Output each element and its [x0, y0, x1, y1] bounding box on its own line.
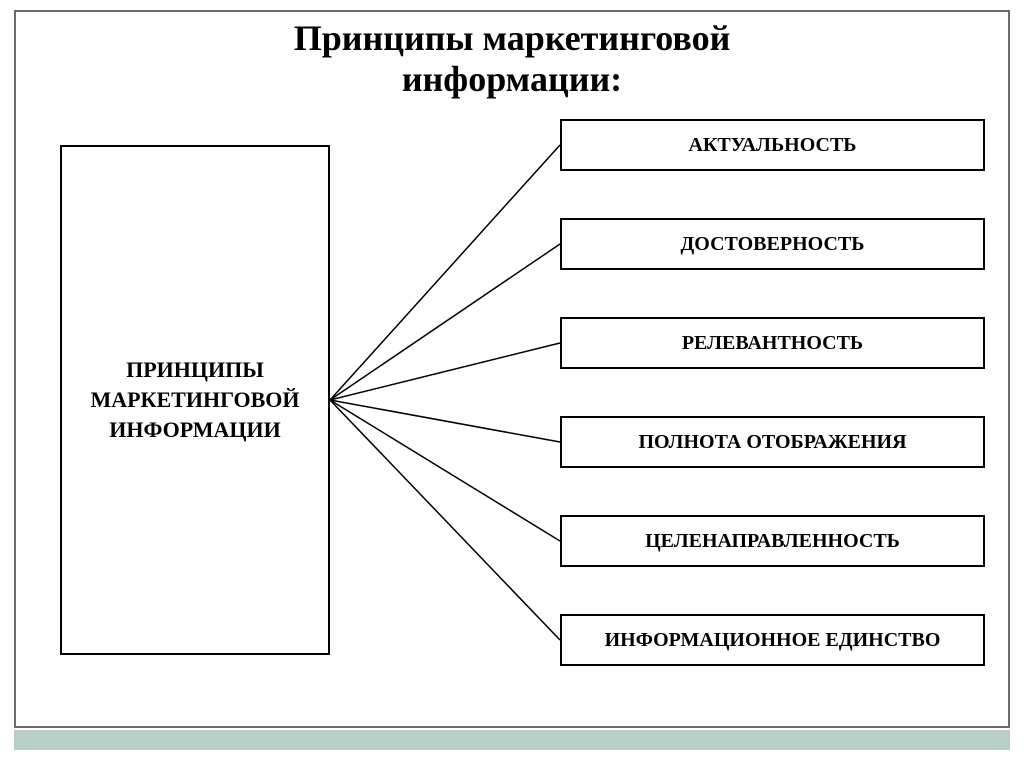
- source-box: ПРИНЦИПЫ МАРКЕТИНГОВОЙ ИНФОРМАЦИИ: [60, 145, 330, 655]
- title-line-2: информации:: [402, 59, 622, 99]
- item-label-3: ПОЛНОТА ОТОБРАЖЕНИЯ: [638, 431, 906, 454]
- item-label-0: АКТУАЛЬНОСТЬ: [688, 134, 856, 157]
- source-label-line-3: ИНФОРМАЦИИ: [109, 417, 281, 442]
- item-box-0: АКТУАЛЬНОСТЬ: [560, 119, 985, 171]
- item-label-1: ДОСТОВЕРНОСТЬ: [681, 233, 865, 256]
- slide: Принципы маркетинговой информации: ПРИНЦ…: [0, 0, 1024, 767]
- item-box-1: ДОСТОВЕРНОСТЬ: [560, 218, 985, 270]
- source-label-line-1: ПРИНЦИПЫ: [126, 357, 264, 382]
- slide-title: Принципы маркетинговой информации:: [0, 18, 1024, 101]
- source-label-line-2: МАРКЕТИНГОВОЙ: [90, 387, 299, 412]
- item-box-3: ПОЛНОТА ОТОБРАЖЕНИЯ: [560, 416, 985, 468]
- source-label: ПРИНЦИПЫ МАРКЕТИНГОВОЙ ИНФОРМАЦИИ: [90, 355, 299, 444]
- title-line-1: Принципы маркетинговой: [294, 18, 731, 58]
- item-label-2: РЕЛЕВАНТНОСТЬ: [682, 332, 863, 355]
- item-box-5: ИНФОРМАЦИОННОЕ ЕДИНСТВО: [560, 614, 985, 666]
- footer-bar: [14, 730, 1010, 750]
- item-label-5: ИНФОРМАЦИОННОЕ ЕДИНСТВО: [605, 629, 941, 652]
- item-box-2: РЕЛЕВАНТНОСТЬ: [560, 317, 985, 369]
- item-box-4: ЦЕЛЕНАПРАВЛЕННОСТЬ: [560, 515, 985, 567]
- item-label-4: ЦЕЛЕНАПРАВЛЕННОСТЬ: [645, 530, 900, 553]
